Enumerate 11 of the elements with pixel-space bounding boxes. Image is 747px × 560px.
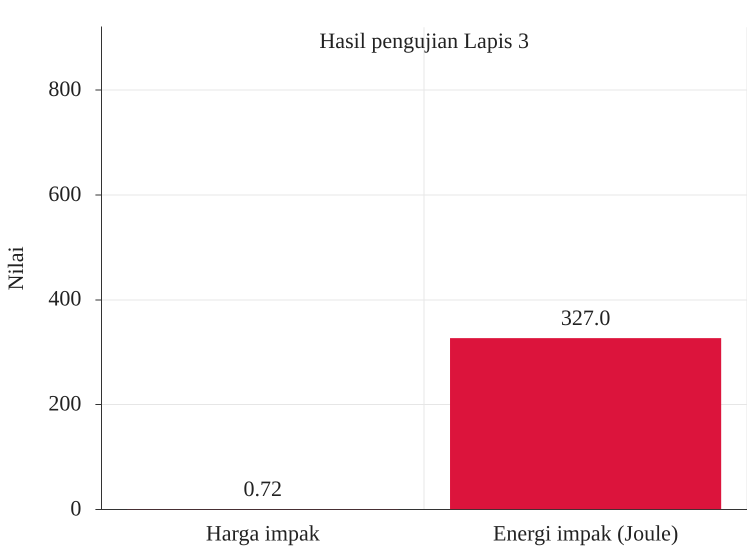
- y-axis-title: Nilai: [2, 246, 28, 290]
- data-label: 0.72: [244, 476, 282, 502]
- y-tick-label: 0: [70, 495, 82, 520]
- y-tick-label: 400: [48, 286, 82, 311]
- data-label: 327.0: [560, 304, 610, 330]
- x-tick-label: Harga impak: [206, 520, 320, 546]
- y-tick-label: 200: [48, 390, 82, 416]
- y-tick-label: 800: [48, 76, 82, 101]
- y-tick-label: 600: [48, 180, 82, 206]
- chart-title: Hasil pengujian Lapis 3: [319, 28, 529, 53]
- x-tick-label: Energi impak (Joule): [492, 520, 678, 546]
